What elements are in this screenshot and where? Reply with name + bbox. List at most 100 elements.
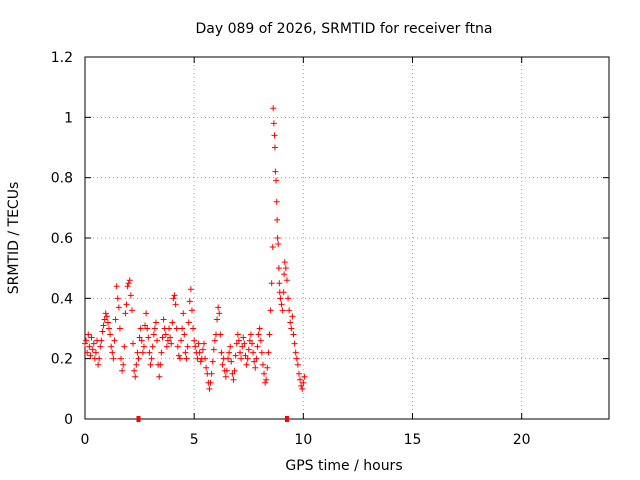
data-point [211,337,218,344]
data-point [168,340,175,347]
data-point [173,325,180,332]
data-point [247,331,254,338]
data-point [276,280,283,287]
data-point [82,340,88,347]
data-point [216,310,223,317]
data-point [156,373,163,380]
data-point [227,343,234,350]
data-point [263,376,270,383]
data-point [86,343,93,350]
data-point [223,367,230,374]
data-point [254,343,261,350]
data-point [88,334,95,341]
data-point [239,343,246,350]
data-point [274,216,281,223]
data-point [121,343,128,350]
data-point [182,349,189,356]
data-point [252,364,259,371]
data-point [294,361,301,368]
data-point [202,355,209,362]
data-point [172,301,179,308]
data-point [226,349,233,356]
data-point [195,340,202,347]
x-tick-label: 10 [294,432,312,448]
data-point [149,343,156,350]
data-point [242,352,249,359]
data-point [138,337,145,344]
data-point [282,265,289,272]
data-point [188,307,195,314]
data-point [206,385,213,392]
data-point [249,340,256,347]
data-point [187,286,194,293]
data-point [233,340,240,347]
data-point [116,325,123,332]
data-point [279,307,286,314]
data-point [113,283,120,290]
data-point [235,337,242,344]
data-point [123,301,130,308]
y-tick-labels: 0 0.2 0.4 0.6 0.8 1 1.2 [51,50,73,428]
data-point [127,292,134,299]
data-point [295,370,302,377]
data-point [288,325,295,332]
data-point [163,343,170,350]
data-point [259,361,266,368]
data-point [92,349,99,356]
data-point [267,307,274,314]
x-tick-label: 20 [513,432,531,448]
data-point [167,334,174,341]
data-point [95,361,102,368]
data-point [126,277,133,284]
data-point [234,331,241,338]
zero-marker [284,416,289,422]
data-point [101,316,108,323]
data-point [275,265,282,272]
data-point [148,355,155,362]
data-point [109,349,116,356]
data-point [272,168,279,175]
data-point [264,364,271,371]
data-point [197,358,204,365]
data-point [83,337,90,344]
plot-frame [84,56,610,420]
data-point [268,280,275,287]
data-point [299,385,306,392]
data-point [265,349,272,356]
x-tick-label: 5 [190,432,199,448]
data-point [207,379,214,386]
data-point [157,361,164,368]
data-point [244,355,251,362]
data-point [110,355,117,362]
data-point [285,295,292,302]
data-point [142,322,149,329]
data-point [100,322,107,329]
data-point [290,331,297,338]
data-point [115,304,122,311]
data-point [222,373,229,380]
data-point [269,244,276,251]
data-point [230,376,237,383]
data-point [144,325,151,332]
data-point [118,355,125,362]
data-point [251,358,258,365]
zero-marker [136,416,141,422]
data-point [298,382,305,389]
data-point [132,373,139,380]
data-point [191,337,198,344]
data-point [273,177,280,184]
data-point [98,337,105,344]
data-point [300,379,307,386]
x-tick-labels: 0 5 10 15 20 [81,432,531,448]
data-point [292,349,299,356]
data-point [262,379,269,386]
data-point [96,355,103,362]
data-point [160,316,167,323]
data-point [275,241,282,248]
data-point [152,319,159,326]
data-point [257,337,264,344]
data-point [281,271,288,278]
grid-lines [85,57,609,419]
data-point [274,235,281,241]
